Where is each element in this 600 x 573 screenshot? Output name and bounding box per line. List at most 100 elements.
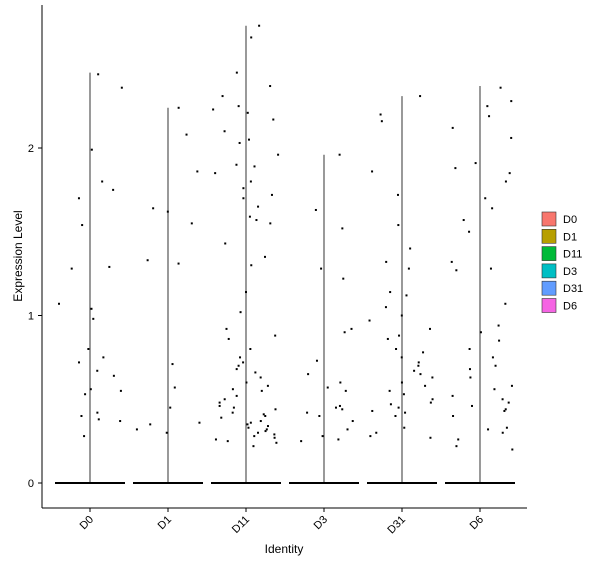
x-tick-label: D31 [385, 514, 408, 537]
data-point [177, 106, 180, 109]
data-point [510, 100, 513, 103]
data-point [239, 356, 242, 359]
violin-base-D11 [211, 482, 281, 484]
data-point [338, 404, 341, 407]
data-point [250, 264, 253, 267]
data-point [394, 415, 397, 417]
data-point [306, 411, 309, 414]
data-point [242, 197, 245, 200]
data-point [338, 153, 341, 156]
data-point [83, 435, 86, 438]
data-point [385, 260, 388, 263]
legend: D0 D1 D11 D3 D31 D6 [541, 211, 583, 313]
data-point [242, 187, 245, 190]
data-point [469, 376, 472, 379]
data-point [119, 420, 122, 423]
data-point [223, 398, 226, 401]
data-point [273, 436, 276, 439]
data-point [269, 222, 272, 225]
data-point [275, 441, 278, 444]
data-point [510, 384, 513, 387]
data-point [511, 448, 514, 451]
data-point [339, 381, 342, 384]
data-point [371, 409, 374, 412]
x-tick-label: D1 [156, 514, 174, 532]
data-point [257, 431, 260, 434]
data-point [498, 339, 501, 342]
data-point [232, 406, 235, 409]
data-point [253, 165, 256, 168]
data-point [386, 337, 389, 340]
y-tick-label: 2 [28, 143, 34, 155]
data-point [454, 167, 457, 170]
data-point [259, 376, 262, 379]
data-point [112, 374, 115, 377]
y-tick-label: 1 [28, 311, 34, 323]
data-point [250, 36, 253, 39]
data-point [396, 193, 399, 196]
data-point [253, 435, 256, 438]
data-point [307, 373, 310, 376]
data-point [57, 302, 60, 305]
data-point [224, 242, 227, 245]
data-point [231, 388, 234, 391]
data-point [92, 317, 95, 320]
data-point [504, 180, 507, 183]
data-point [403, 426, 406, 429]
data-point [314, 208, 317, 211]
data-point [97, 418, 100, 421]
data-point [227, 337, 230, 340]
data-point [177, 262, 180, 265]
data-point [135, 428, 138, 431]
data-point [491, 356, 494, 359]
data-point [368, 319, 371, 322]
data-point [221, 95, 224, 98]
data-point [405, 294, 408, 297]
x-tick-label: D3 [312, 514, 330, 532]
data-point [429, 436, 432, 439]
data-point [499, 86, 502, 89]
data-point [388, 389, 391, 392]
data-point [462, 219, 465, 222]
data-point [320, 267, 323, 270]
data-point [318, 415, 321, 417]
data-point [479, 331, 482, 334]
data-point [491, 207, 494, 210]
legend-label-D0: D0 [563, 214, 577, 226]
data-point [489, 267, 492, 270]
data-point [494, 364, 497, 367]
violin-base-D3 [289, 482, 359, 484]
violin-D31 [367, 95, 437, 484]
data-point [468, 230, 471, 233]
data-point [235, 71, 238, 74]
data-point [424, 384, 427, 387]
y-axis-label: Expression Level [11, 210, 25, 301]
data-point [245, 381, 248, 384]
data-point [198, 421, 201, 424]
x-tick-label: D6 [468, 514, 486, 532]
data-point [452, 415, 455, 417]
data-point [270, 193, 273, 196]
data-point [321, 435, 324, 438]
data-point [404, 411, 407, 414]
legend-swatch-D1 [541, 229, 557, 244]
data-point [413, 369, 416, 372]
data-point [400, 314, 403, 317]
violin-base-D1 [133, 482, 203, 484]
data-point [488, 115, 491, 118]
violin-D6 [445, 86, 515, 484]
data-point [149, 423, 152, 426]
data-point [375, 431, 378, 434]
data-point [255, 219, 258, 222]
data-point [235, 394, 238, 397]
data-point [507, 401, 510, 404]
data-point [429, 401, 432, 404]
violin-base-D6 [445, 482, 515, 484]
data-point [90, 307, 93, 310]
data-point [235, 368, 238, 371]
y-tick-label: 0 [28, 478, 34, 490]
data-point [265, 428, 268, 431]
data-point [214, 172, 217, 175]
data-point [344, 389, 347, 392]
legend-swatch-D11 [541, 246, 557, 261]
